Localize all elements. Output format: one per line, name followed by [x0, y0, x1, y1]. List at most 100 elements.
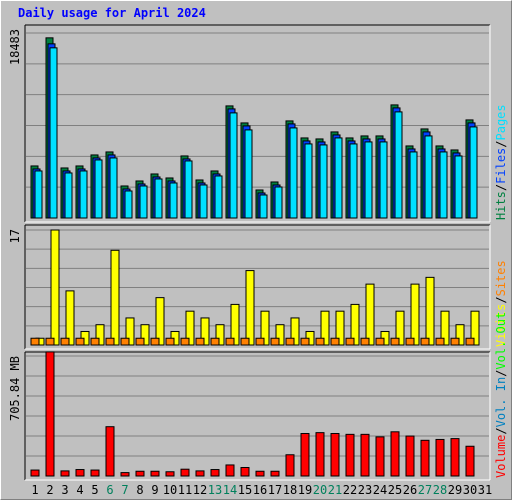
x-label-day-18: 18 [283, 483, 297, 497]
bar-volume-day-3 [60, 470, 70, 477]
chart-panels [24, 24, 491, 481]
bar-visits-day-20 [320, 310, 330, 346]
bar-visits-day-29 [455, 324, 465, 346]
bar-visits-day-11 [185, 310, 195, 346]
bar-sites-day-5 [90, 337, 100, 346]
x-label-day-19: 19 [298, 483, 312, 497]
bar-pages-day-29 [454, 155, 463, 219]
bar-volume-day-25 [390, 431, 400, 477]
bar-volume-day-13 [210, 469, 220, 477]
legend-separator: / [494, 296, 508, 303]
x-label-day-29: 29 [448, 483, 462, 497]
bar-sites-day-29 [450, 337, 460, 346]
bar-sites-day-21 [330, 337, 340, 346]
x-label-day-1: 1 [31, 483, 38, 497]
legend-visits: Visits [494, 304, 508, 347]
bar-sites-day-30 [465, 337, 475, 346]
bar-sites-day-17 [270, 337, 280, 346]
bar-sites-day-6 [105, 337, 115, 346]
bar-visits-day-5 [95, 324, 105, 346]
bar-pages-day-7 [124, 190, 133, 219]
bar-sites-day-1 [30, 337, 40, 346]
bar-visits-day-25 [395, 310, 405, 346]
bar-volume-day-9 [150, 470, 160, 477]
x-label-day-11: 11 [178, 483, 192, 497]
bar-sites-day-19 [300, 337, 310, 346]
x-label-day-13: 13 [208, 483, 222, 497]
x-label-day-8: 8 [136, 483, 143, 497]
bar-sites-day-24 [375, 337, 385, 346]
y-max-label: 18483 [8, 29, 22, 65]
bar-sites-day-2 [45, 337, 55, 346]
bar-volume-day-2 [45, 351, 55, 477]
bar-visits-day-18 [290, 317, 300, 346]
bar-sites-day-3 [60, 337, 70, 346]
bar-visits-day-15 [245, 270, 255, 346]
bar-pages-day-8 [139, 185, 148, 219]
legend-volume: Volume/Vol. In/Vol. Out [494, 312, 508, 478]
bar-pages-day-13 [214, 175, 223, 219]
bar-volume-day-1 [30, 469, 40, 477]
legend-volume: Volume [494, 435, 508, 478]
x-label-day-16: 16 [253, 483, 267, 497]
bar-volume-day-7 [120, 472, 130, 477]
x-label-day-6: 6 [106, 483, 113, 497]
bar-sites-day-16 [255, 337, 265, 346]
bar-volume-day-15 [240, 466, 250, 477]
legend-pages: Pages [494, 104, 508, 140]
legend-files: Files [494, 148, 508, 184]
x-label-day-12: 12 [193, 483, 207, 497]
bar-visits-day-9 [155, 297, 165, 346]
bar-volume-day-26 [405, 435, 415, 477]
bar-volume-day-6 [105, 426, 115, 477]
bar-volume-day-23 [360, 433, 370, 477]
bar-sites-day-28 [435, 337, 445, 346]
bar-volume-day-11 [180, 468, 190, 477]
bar-pages-day-28 [439, 151, 448, 219]
bar-volume-day-28 [435, 438, 445, 477]
bar-pages-day-18 [289, 127, 298, 219]
bar-pages-day-11 [184, 160, 193, 219]
chart-title: Daily usage for April 2024 [18, 6, 206, 20]
bar-visits-day-14 [230, 303, 240, 346]
x-label-day-4: 4 [76, 483, 83, 497]
y-max-label: 705.84 MB [8, 356, 22, 421]
x-label-day-15: 15 [238, 483, 252, 497]
bar-sites-day-22 [345, 337, 355, 346]
x-label-day-17: 17 [268, 483, 282, 497]
x-label-day-31: 31 [478, 483, 492, 497]
bar-visits-day-16 [260, 310, 270, 346]
bar-volume-day-20 [315, 432, 325, 477]
bar-sites-day-27 [420, 337, 430, 346]
bar-volume-day-21 [330, 432, 340, 477]
bar-pages-day-17 [274, 186, 283, 219]
bar-sites-day-4 [75, 337, 85, 346]
bar-sites-day-25 [390, 337, 400, 346]
bar-sites-day-14 [225, 337, 235, 346]
bar-volume-day-29 [450, 438, 460, 477]
bar-pages-day-1 [34, 170, 43, 219]
bar-pages-day-22 [349, 143, 358, 219]
x-label-day-28: 28 [433, 483, 447, 497]
x-label-day-2: 2 [46, 483, 53, 497]
bar-pages-day-4 [79, 170, 88, 219]
bar-volume-day-10 [165, 471, 175, 477]
bar-sites-day-7 [120, 337, 130, 346]
bar-volume-day-22 [345, 433, 355, 477]
bar-visits-day-30 [470, 310, 480, 346]
bar-visits-day-21 [335, 310, 345, 346]
bar-sites-day-12 [195, 337, 205, 346]
x-label-day-26: 26 [403, 483, 417, 497]
x-label-day-7: 7 [121, 483, 128, 497]
bar-volume-day-18 [285, 454, 295, 477]
bar-volume-day-17 [270, 470, 280, 477]
bar-visits-day-27 [425, 276, 435, 346]
y-max-label: 17 [8, 229, 22, 243]
bar-visits-day-17 [275, 324, 285, 346]
bar-pages-day-9 [154, 178, 163, 219]
bar-pages-day-2 [49, 47, 58, 219]
bar-volume-day-19 [300, 432, 310, 477]
bar-visits-day-23 [365, 283, 375, 346]
x-label-day-24: 24 [373, 483, 387, 497]
bar-visits-day-7 [125, 317, 135, 346]
